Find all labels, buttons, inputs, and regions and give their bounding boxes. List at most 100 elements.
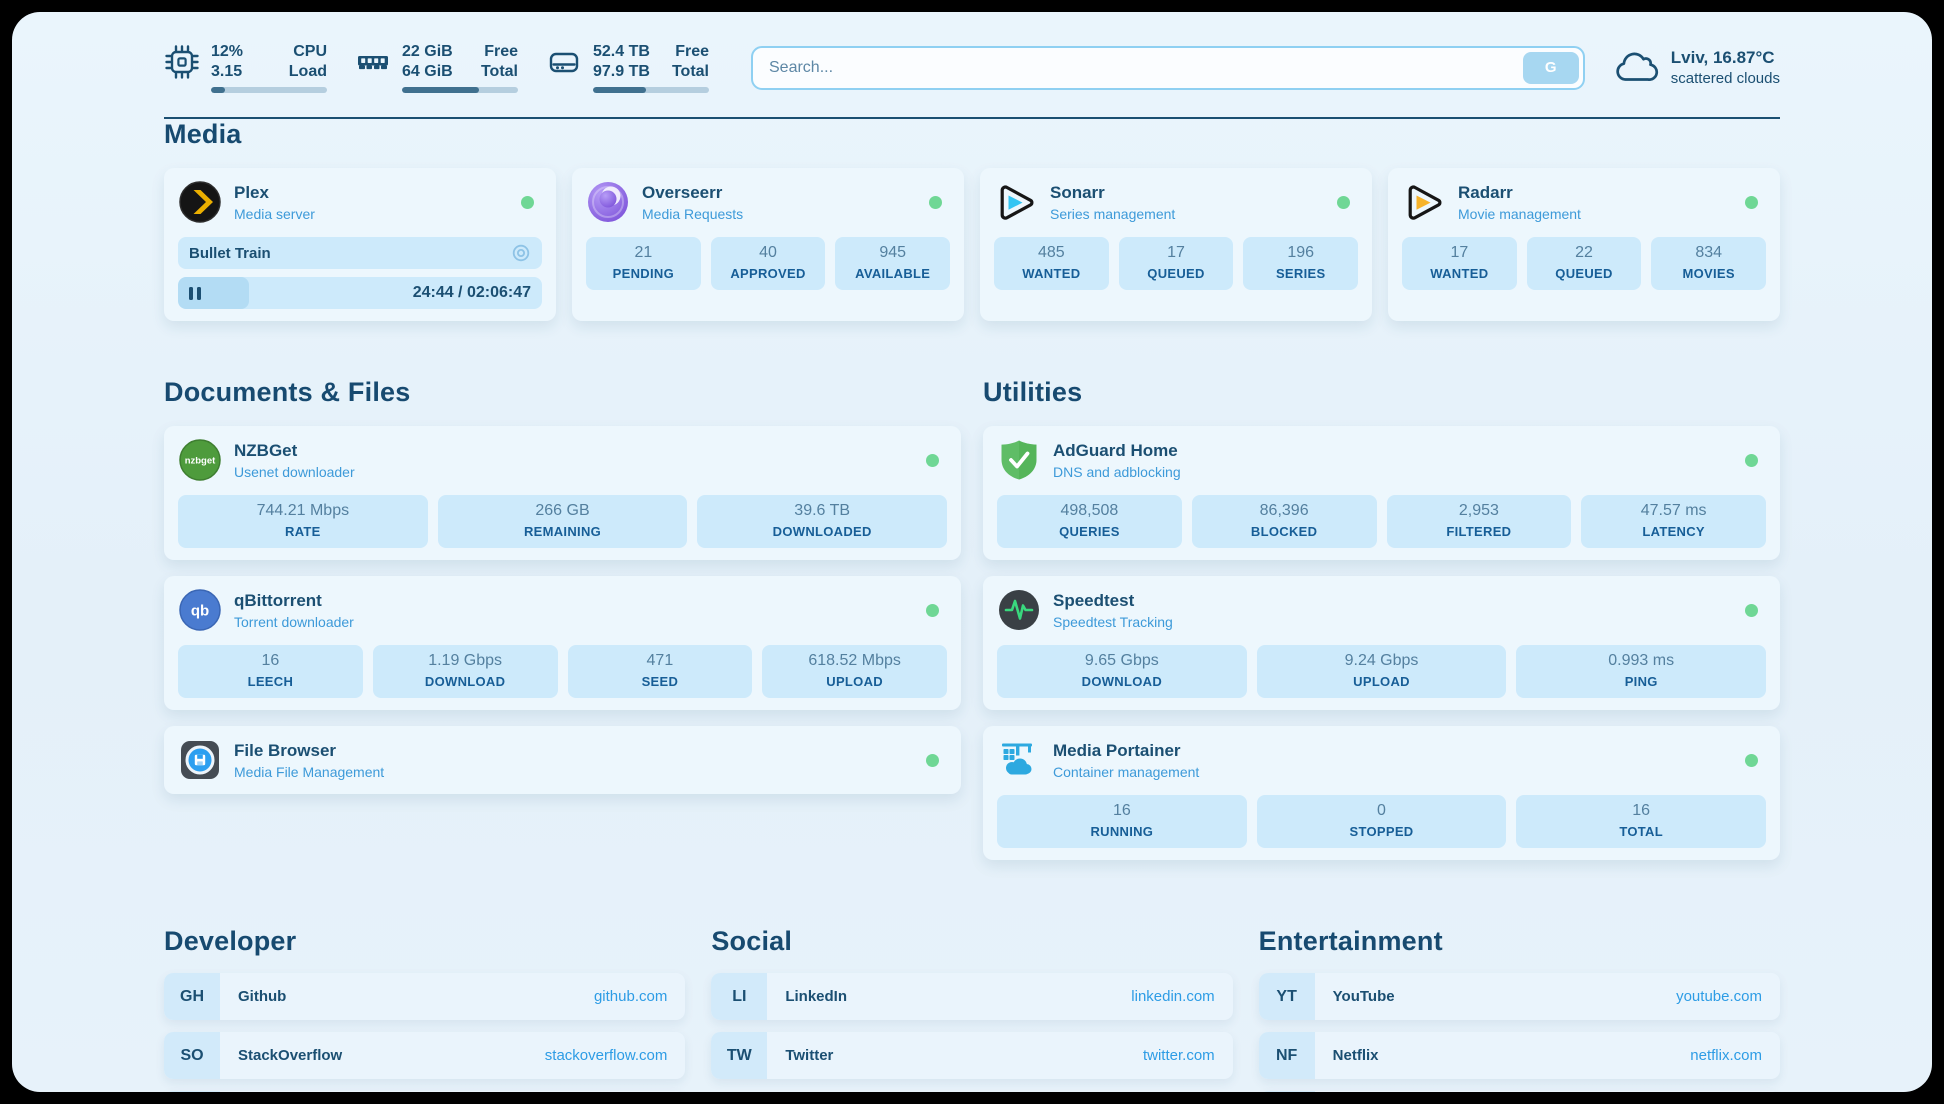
link-github[interactable]: GH Github github.com [164, 973, 686, 1020]
scrobble-target-icon[interactable] [511, 243, 531, 263]
status-dot [929, 195, 942, 209]
filebrowser-icon [178, 738, 222, 782]
svg-text:qb: qb [191, 603, 209, 620]
link-badge: SO [164, 1032, 220, 1079]
entertainment-links-column: Entertainment YT YouTube youtube.com NF … [1258, 926, 1780, 1092]
link-youtube[interactable]: YT YouTube youtube.com [1258, 973, 1780, 1020]
app-card-plex[interactable]: Plex Media server Bullet Train 24:44 / 0… [164, 168, 556, 321]
cpu-load-value: 3.15 [211, 63, 243, 80]
speedtest-icon [997, 588, 1041, 632]
link-badge: GH [164, 973, 220, 1020]
stat-available: 945 AVAILABLE [835, 237, 951, 290]
app-title: Sonarr [1050, 182, 1105, 202]
pause-icon [189, 286, 201, 300]
stat-filtered: 2,953 FILTERED [1386, 495, 1572, 548]
status-dot [926, 453, 939, 467]
stat-series: 196 SERIES [1243, 237, 1359, 290]
app-card-speedtest[interactable]: Speedtest Speedtest Tracking 9.65 Gbps D… [983, 576, 1780, 710]
status-dot [521, 195, 534, 209]
link-badge: LI [711, 973, 768, 1020]
link-dev[interactable]: DT DEV dev.to [164, 1091, 686, 1092]
app-title: Radarr [1458, 182, 1513, 202]
search-input[interactable] [751, 45, 1585, 90]
app-subtitle: Movie management [1458, 205, 1581, 222]
app-card-qbittorrent[interactable]: qb qBittorrent Torrent downloader 16 LEE… [164, 576, 961, 710]
qbittorrent-icon: qb [178, 588, 222, 632]
dashboard-surface: 12% CPU 3.15 Load [12, 12, 1932, 1092]
stat-remaining: 266 GB REMAINING [437, 495, 688, 548]
app-card-nzbget[interactable]: nzbget NZBGet Usenet downloader 744.21 M… [164, 426, 961, 560]
ram-label-bottom: Total [480, 63, 518, 80]
app-title: File Browser [234, 740, 337, 760]
sonarr-icon [994, 180, 1038, 224]
disk-label-bottom: Total [671, 63, 709, 80]
link-badge: NF [1258, 1032, 1315, 1079]
cpu-label-top: CPU [293, 43, 327, 60]
link-name: LinkedIn [785, 988, 847, 1005]
app-card-overseerr[interactable]: Overseerr Media Requests 21 PENDING 40 A… [572, 168, 964, 321]
ram-progress-bar [402, 87, 518, 93]
cpu-stat-widget: 12% CPU 3.15 Load [164, 42, 327, 93]
playback-progress-bar: 24:44 / 02:06:47 [178, 277, 542, 309]
cpu-progress-bar [211, 87, 327, 93]
social-links-column: Social LI LinkedIn linkedin.com TW Twitt… [711, 926, 1233, 1092]
cpu-percent: 12% [211, 43, 244, 60]
developer-links-column: Developer GH Github github.com SO StackO… [164, 926, 686, 1092]
section-title-media: Media [164, 119, 242, 149]
stat-approved: 40 APPROVED [710, 237, 826, 290]
status-dot [1745, 453, 1758, 467]
disk-stat-widget: 52.4 TB Free 97.9 TB Total [546, 42, 709, 93]
disk-free-value: 52.4 TB [593, 43, 650, 60]
link-badge: DT [164, 1091, 220, 1092]
app-title: Plex [234, 182, 269, 202]
app-card-adguard[interactable]: AdGuard Home DNS and adblocking 498,508 … [983, 426, 1780, 560]
cloud-icon [1616, 52, 1658, 81]
section-title-documents: Documents & Files [164, 377, 411, 407]
stat-blocked: 86,396 BLOCKED [1191, 495, 1377, 548]
app-subtitle: Media File Management [234, 763, 385, 780]
app-title: AdGuard Home [1053, 440, 1178, 460]
section-title-utilities: Utilities [983, 377, 1083, 407]
app-subtitle: Media Requests [642, 205, 744, 222]
now-playing-title: Bullet Train [189, 244, 271, 262]
top-bar: 12% CPU 3.15 Load [164, 42, 1780, 93]
link-netflix[interactable]: NF Netflix netflix.com [1258, 1032, 1780, 1079]
app-title: qBittorrent [234, 590, 322, 610]
disk-total-value: 97.9 TB [593, 63, 650, 80]
link-url: linkedin.com [1131, 988, 1215, 1005]
app-subtitle: Container management [1053, 763, 1200, 780]
stat-ping: 0.993 ms PING [1516, 645, 1767, 698]
app-card-portainer[interactable]: Media Portainer Container management 16 … [983, 726, 1780, 860]
search-provider-button[interactable]: G [1522, 51, 1579, 84]
weather-location: Lviv, 16.87°C [1670, 47, 1775, 67]
nzbget-icon: nzbget [178, 438, 222, 482]
stat-rate: 744.21 Mbps RATE [178, 495, 428, 548]
status-dot [926, 753, 939, 767]
status-dot [1745, 195, 1758, 209]
stat-download: 9.65 Gbps DOWNLOAD [997, 645, 1247, 698]
app-subtitle: Usenet downloader [234, 463, 355, 480]
ram-stat-widget: 22 GiB Free 64 GiB Total [355, 42, 518, 93]
disk-icon [549, 52, 579, 73]
link-name: StackOverflow [238, 1047, 343, 1064]
link-name: Github [238, 988, 287, 1005]
link-stackoverflow[interactable]: SO StackOverflow stackoverflow.com [164, 1032, 686, 1079]
link-url: stackoverflow.com [544, 1047, 668, 1064]
stat-stopped: 0 STOPPED [1256, 795, 1507, 848]
link-name: YouTube [1332, 988, 1395, 1005]
overseerr-icon [586, 180, 630, 224]
weather-widget: Lviv, 16.87°C scattered clouds [1613, 47, 1780, 89]
link-reddit[interactable]: RE Reddit reddit.com [1258, 1091, 1780, 1092]
app-card-sonarr[interactable]: Sonarr Series management 485 WANTED 17 Q… [980, 168, 1372, 321]
link-linkedin[interactable]: LI LinkedIn linkedin.com [711, 973, 1233, 1020]
ram-icon [358, 56, 388, 70]
stat-queued: 17 QUEUED [1118, 237, 1234, 290]
section-title-entertainment: Entertainment [1258, 926, 1443, 956]
app-card-filebrowser[interactable]: File Browser Media File Management [164, 726, 961, 794]
stat-leech: 16 LEECH [178, 645, 363, 698]
link-twitter[interactable]: TW Twitter twitter.com [711, 1032, 1233, 1079]
app-card-radarr[interactable]: Radarr Movie management 17 WANTED 22 QUE… [1388, 168, 1780, 321]
app-subtitle: DNS and adblocking [1053, 463, 1181, 480]
weather-condition: scattered clouds [1670, 69, 1780, 87]
link-badge: YT [1258, 973, 1315, 1020]
